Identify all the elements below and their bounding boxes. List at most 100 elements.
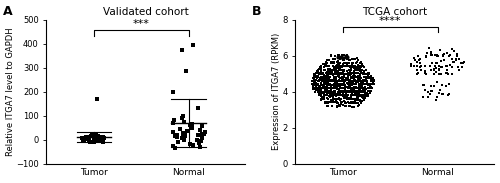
Point [334, 94, 342, 97]
Point [326, 83, 334, 86]
Point [320, 78, 328, 81]
Point [354, 80, 362, 83]
Point [336, 83, 344, 86]
Point [310, 79, 318, 82]
Point [349, 80, 357, 83]
Point [325, 76, 333, 79]
Point [347, 95, 355, 98]
Point [453, 55, 461, 58]
Point [358, 91, 366, 94]
Point [329, 79, 337, 82]
Point [334, 98, 342, 100]
Point [314, 69, 322, 72]
Point [350, 91, 358, 94]
Point [334, 104, 342, 107]
Point [368, 89, 376, 92]
Point [316, 90, 324, 93]
Point [340, 87, 348, 90]
Point [416, 58, 424, 61]
Point [362, 92, 370, 95]
Point [336, 97, 344, 100]
Point [350, 85, 358, 88]
Point [367, 80, 375, 83]
Point [340, 83, 348, 86]
Point [352, 102, 360, 104]
Point [330, 65, 338, 68]
Point [356, 88, 364, 91]
Point [346, 90, 354, 93]
Point [336, 86, 344, 89]
Point [360, 94, 368, 97]
Point [370, 79, 378, 82]
Point [352, 89, 360, 92]
Point [346, 86, 354, 89]
Point [364, 93, 372, 96]
Point [364, 72, 372, 75]
Point [326, 68, 334, 71]
Point [326, 93, 334, 96]
Point [322, 87, 330, 90]
Point [172, 133, 180, 136]
Point [326, 76, 334, 79]
Point [327, 70, 335, 72]
Point [308, 83, 316, 85]
Point [336, 83, 344, 86]
Point [435, 67, 443, 70]
Point [348, 57, 356, 60]
Point [312, 83, 320, 86]
Point [364, 90, 372, 93]
Point [341, 87, 349, 90]
Point [350, 98, 358, 101]
Point [328, 72, 336, 75]
Point [350, 88, 358, 91]
Point [346, 72, 354, 75]
Point [345, 68, 353, 71]
Point [334, 69, 342, 72]
Point [352, 87, 360, 90]
Point [350, 91, 358, 94]
Point [349, 87, 357, 90]
Point [196, 139, 204, 142]
Point [437, 73, 445, 76]
Point [331, 85, 339, 88]
Point [322, 71, 330, 74]
Point [308, 83, 316, 86]
Point [368, 76, 376, 79]
Point [346, 87, 354, 90]
Point [352, 82, 360, 85]
Point [320, 79, 328, 81]
Point [99, 141, 107, 143]
Point [346, 76, 354, 79]
Point [180, 131, 188, 134]
Point [341, 83, 349, 86]
Point [325, 87, 333, 89]
Point [328, 62, 336, 65]
Point [344, 76, 352, 79]
Point [312, 79, 320, 82]
Point [332, 68, 340, 71]
Point [346, 94, 354, 97]
Point [366, 86, 374, 89]
Point [366, 75, 374, 78]
Point [354, 90, 362, 93]
Point [326, 83, 334, 86]
Point [354, 76, 362, 79]
Point [312, 76, 320, 79]
Point [352, 80, 360, 83]
Point [362, 81, 370, 84]
Point [318, 85, 326, 88]
Point [362, 91, 370, 94]
Point [316, 79, 324, 82]
Point [344, 89, 351, 92]
Point [335, 89, 343, 92]
Point [442, 84, 450, 87]
Point [319, 73, 327, 76]
Point [340, 54, 348, 57]
Point [318, 86, 326, 89]
Point [362, 79, 370, 82]
Point [341, 57, 349, 60]
Point [338, 62, 346, 65]
Point [352, 65, 360, 68]
Point [432, 71, 440, 74]
Point [318, 96, 326, 99]
